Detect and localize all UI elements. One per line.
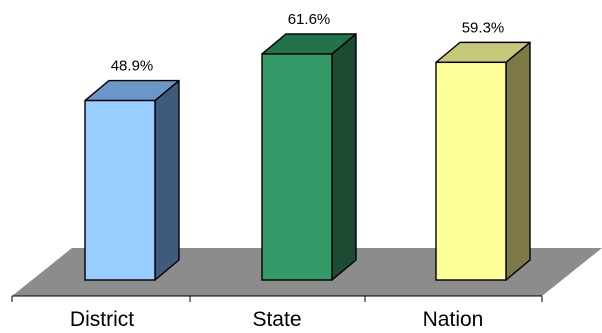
bar-state [261,33,357,281]
bar-side-district [154,79,180,281]
category-label-district: District [70,308,134,331]
data-label-district: 48.9% [111,58,154,75]
bar-front-state [261,53,333,281]
data-label-nation: 59.3% [462,19,505,36]
data-label-state: 61.6% [288,11,331,28]
bar-front-district [84,99,156,281]
bar-nation [435,41,531,281]
bar-front-nation [435,61,507,281]
bar-side-state [331,33,357,281]
bar-side-nation [505,41,531,281]
category-label-state: State [252,308,301,331]
category-label-nation: Nation [423,308,484,331]
bar-district [84,79,180,281]
